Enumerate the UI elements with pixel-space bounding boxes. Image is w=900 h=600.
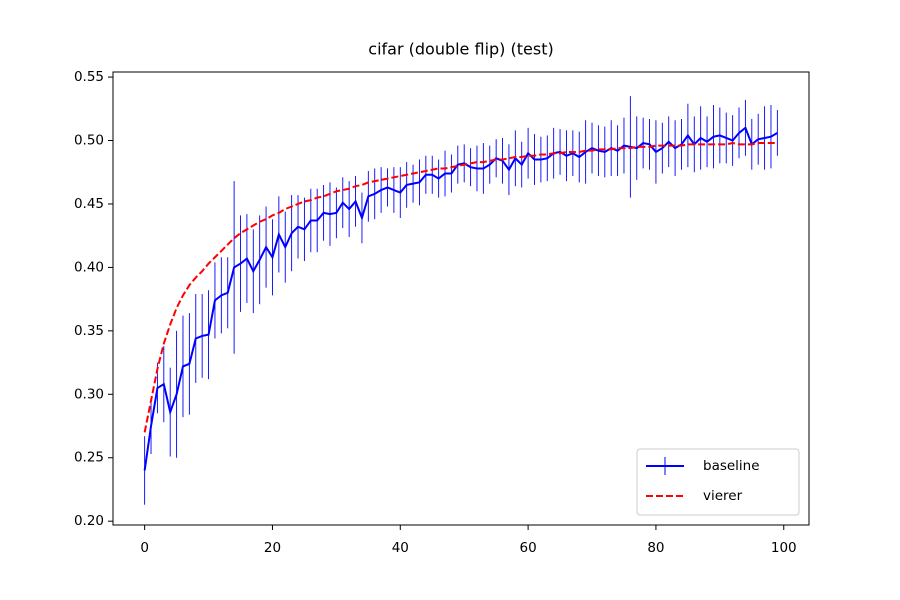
x-tick-label: 80 — [647, 540, 664, 556]
legend-label: vierer — [703, 488, 743, 504]
legend-label: baseline — [703, 458, 760, 474]
x-tick-label: 40 — [392, 540, 409, 556]
y-tick-label: 0.50 — [74, 133, 104, 149]
y-tick-label: 0.30 — [74, 386, 104, 402]
plot-frame — [112, 71, 810, 526]
y-tick-label: 0.45 — [74, 196, 104, 212]
y-tick-label: 0.55 — [74, 69, 104, 85]
x-tick-label: 60 — [520, 540, 537, 556]
x-tick-label: 0 — [140, 540, 149, 556]
y-tick-label: 0.25 — [74, 450, 104, 466]
y-tick-label: 0.20 — [74, 513, 104, 529]
chart-title: cifar (double flip) (test) — [368, 40, 553, 59]
y-tick-label: 0.35 — [74, 323, 104, 339]
y-tick-label: 0.40 — [74, 259, 104, 275]
x-tick-label: 100 — [771, 540, 797, 556]
series-line — [143, 142, 778, 433]
x-tick-label: 20 — [264, 540, 281, 556]
